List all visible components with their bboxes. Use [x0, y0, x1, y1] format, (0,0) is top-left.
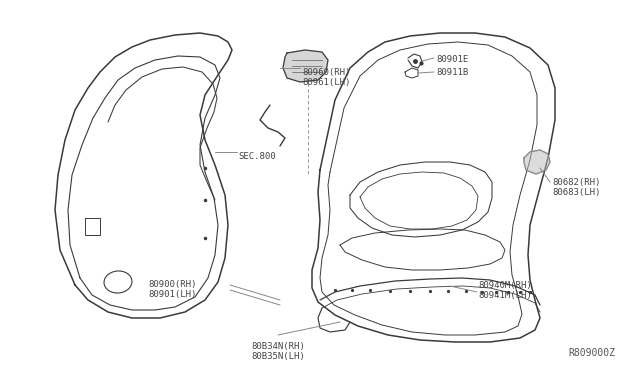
- Text: SEC.800: SEC.800: [238, 152, 276, 161]
- Text: 80901E: 80901E: [436, 55, 468, 64]
- Text: 80900(RH)
80901(LH): 80900(RH) 80901(LH): [148, 280, 196, 299]
- Text: 80940M(RH)
80941M(LH): 80940M(RH) 80941M(LH): [478, 281, 532, 301]
- Text: R809000Z: R809000Z: [568, 348, 615, 358]
- Polygon shape: [283, 50, 328, 82]
- Text: 80911B: 80911B: [436, 68, 468, 77]
- Text: 80B34N(RH)
80B35N(LH): 80B34N(RH) 80B35N(LH): [251, 342, 305, 362]
- Text: 80960(RH)
80961(LH): 80960(RH) 80961(LH): [302, 68, 350, 87]
- Polygon shape: [524, 150, 550, 174]
- Text: 80682(RH)
80683(LH): 80682(RH) 80683(LH): [552, 178, 600, 198]
